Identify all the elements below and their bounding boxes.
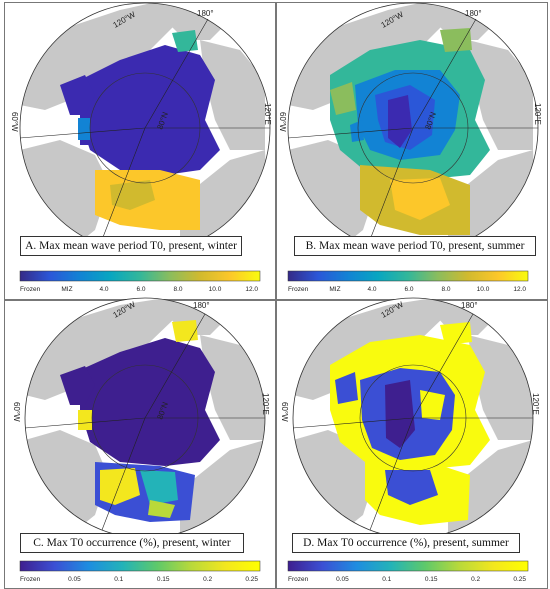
caption-d: D. Max T0 occurrence (%), present, summe… (292, 533, 520, 553)
colorbar-tick-label: 6.0 (404, 286, 413, 293)
colorbar-tick-label: 8.0 (441, 286, 450, 293)
colorbar-gradient (19, 560, 261, 572)
colorbar-tick-label: 4.0 (99, 286, 108, 293)
colorbar-tick-label: Frozen (20, 576, 41, 583)
colorbar-tick-label: 0.15 (157, 576, 170, 583)
colorbar-tick-label: 12.0 (245, 286, 258, 293)
colorbar-gradient (287, 270, 529, 282)
colorbar-tick-label: Frozen (20, 286, 41, 293)
colorbar-tick-label: 6.0 (136, 286, 145, 293)
caption-c: C. Max T0 occurrence (%), present, winte… (20, 533, 244, 553)
caption-b: B. Max mean wave period T0, present, sum… (294, 236, 536, 256)
colorbar-tick-label: 4.0 (367, 286, 376, 293)
colorbar-a: Frozen MIZ 4.0 6.0 8.0 10.0 12.0 (19, 270, 261, 293)
colorbar-tick-label: 0.2 (203, 576, 212, 583)
colorbar-tick-label: 0.1 (114, 576, 123, 583)
colorbar-tick-label: 0.05 (336, 576, 349, 583)
colorbar-gradient (19, 270, 261, 282)
colorbar-gradient (287, 560, 529, 572)
colorbar-tick-label: Frozen (288, 286, 309, 293)
colorbar-tick-label: 0.15 (425, 576, 438, 583)
colorbar-tick-label: Frozen (288, 576, 309, 583)
colorbar-c: Frozen 0.05 0.1 0.15 0.2 0.25 (19, 560, 261, 583)
colorbar-tick-label: 0.25 (245, 576, 258, 583)
colorbar-tick-label: 8.0 (173, 286, 182, 293)
colorbar-tick-label: 12.0 (513, 286, 526, 293)
colorbar-d: Frozen 0.05 0.1 0.15 0.2 0.25 (287, 560, 529, 583)
colorbar-tick-label: 0.1 (382, 576, 391, 583)
caption-a: A. Max mean wave period T0, present, win… (20, 236, 242, 256)
colorbar-tick-label: 10.0 (209, 286, 222, 293)
colorbar-tick-label: 0.05 (68, 576, 81, 583)
colorbar-b: Frozen MIZ 4.0 6.0 8.0 10.0 12.0 (287, 270, 529, 293)
colorbar-tick-label: 0.25 (513, 576, 526, 583)
colorbar-tick-label: 10.0 (477, 286, 490, 293)
colorbar-tick-label: MIZ (61, 286, 72, 293)
colorbar-tick-label: 0.2 (471, 576, 480, 583)
colorbar-tick-label: MIZ (329, 286, 340, 293)
